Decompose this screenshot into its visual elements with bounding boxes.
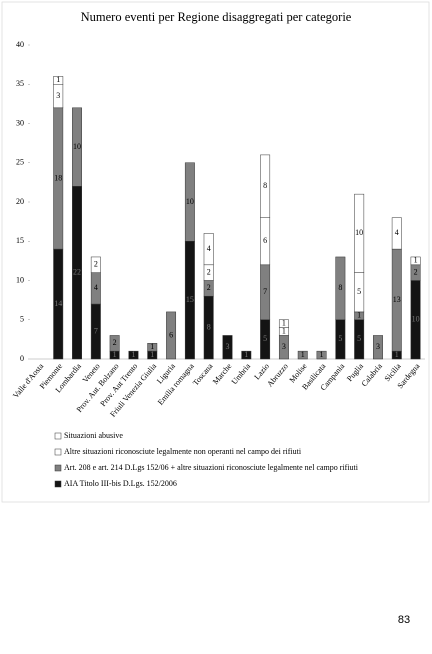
value-label: 1 bbox=[414, 256, 418, 265]
x-tick-label: Marche bbox=[211, 361, 234, 386]
value-label: 7 bbox=[263, 287, 267, 296]
bar-segment bbox=[354, 193, 365, 273]
value-label: 13 bbox=[393, 295, 401, 304]
value-label: 2 bbox=[94, 260, 98, 269]
value-label: 2 bbox=[113, 338, 117, 347]
legend-swatch bbox=[54, 432, 62, 440]
value-label: 1 bbox=[113, 350, 117, 359]
legend-swatch bbox=[54, 464, 62, 472]
y-tick-label: 0 bbox=[20, 354, 24, 363]
x-tick-label: Toscana bbox=[191, 361, 215, 387]
value-label: 10 bbox=[186, 197, 194, 206]
value-label: 2 bbox=[414, 267, 418, 276]
value-label: 8 bbox=[263, 181, 267, 190]
chart-title: Numero eventi per Regione disaggregati p… bbox=[81, 10, 352, 24]
value-label: 2 bbox=[207, 267, 211, 276]
bar-segment bbox=[297, 350, 308, 360]
value-label: 5 bbox=[357, 287, 361, 296]
value-label: 18 bbox=[54, 173, 62, 182]
value-label: 4 bbox=[94, 283, 98, 292]
y-tick-label: 15 bbox=[16, 236, 24, 245]
bar-segment bbox=[184, 162, 195, 242]
y-tick-label: 20 bbox=[16, 197, 24, 206]
value-label: 2 bbox=[207, 283, 211, 292]
value-label: 1 bbox=[244, 350, 248, 359]
value-label: 1 bbox=[301, 350, 305, 359]
x-tick-label: Calabria bbox=[360, 361, 385, 388]
bar-segment bbox=[241, 350, 252, 360]
bar-segment bbox=[72, 107, 82, 187]
value-label: 5 bbox=[357, 334, 361, 343]
value-label: 15 bbox=[186, 295, 194, 304]
legend-swatch bbox=[54, 480, 62, 488]
legend-label: Altre situazioni riconosciute legalmente… bbox=[64, 447, 302, 456]
legend-label: Art. 208 e art. 214 D.Lgs 152/06 + altre… bbox=[64, 463, 359, 472]
value-label: 3 bbox=[226, 342, 230, 351]
y-tick-label: 10 bbox=[16, 275, 24, 284]
legend-label: Situazioni abusive bbox=[64, 431, 123, 440]
bar-segment bbox=[222, 335, 233, 360]
value-label: 1 bbox=[320, 350, 324, 359]
value-label: 1 bbox=[282, 319, 286, 328]
value-label: 3 bbox=[56, 91, 60, 100]
value-label: 6 bbox=[169, 330, 173, 339]
value-label: 10 bbox=[412, 315, 420, 324]
value-label: 1 bbox=[395, 350, 399, 359]
y-tick-label: 40 bbox=[16, 40, 24, 49]
value-label: 14 bbox=[54, 299, 62, 308]
y-tick-label: 35 bbox=[16, 79, 24, 88]
bar-segment bbox=[90, 256, 101, 273]
bar-segment bbox=[203, 233, 214, 266]
bar-segment bbox=[335, 256, 346, 321]
legend-label: AIA Titolo III-bis D.Lgs. 152/2006 bbox=[64, 479, 177, 488]
value-label: 4 bbox=[395, 228, 399, 237]
y-tick-label: 25 bbox=[16, 158, 24, 167]
chart-frame bbox=[1, 1, 430, 503]
bar-segment bbox=[53, 76, 64, 85]
value-label: 6 bbox=[263, 236, 267, 245]
value-label: 7 bbox=[94, 326, 98, 335]
value-label: 1 bbox=[282, 326, 286, 335]
value-label: 10 bbox=[355, 228, 363, 237]
value-label: 10 bbox=[73, 142, 81, 151]
legend-swatch bbox=[54, 448, 62, 456]
bar-segment bbox=[260, 154, 271, 218]
bar-segment bbox=[147, 343, 158, 352]
value-label: 5 bbox=[338, 334, 342, 343]
bar-segment bbox=[109, 335, 120, 352]
value-label: 1 bbox=[131, 350, 135, 359]
bar-segment bbox=[373, 335, 383, 360]
value-label: 8 bbox=[207, 322, 211, 331]
value-label: 1 bbox=[150, 342, 154, 351]
bar-segment bbox=[278, 319, 289, 328]
value-label: 4 bbox=[207, 244, 211, 253]
bar-segment bbox=[316, 350, 327, 360]
y-tick-label: 5 bbox=[20, 315, 24, 324]
value-label: 22 bbox=[73, 267, 81, 276]
y-tick-label: 30 bbox=[16, 118, 24, 127]
value-label: 1 bbox=[56, 75, 60, 84]
bar-segment bbox=[410, 256, 421, 266]
bar-segment bbox=[166, 311, 177, 360]
value-label: 1 bbox=[150, 350, 154, 359]
value-label: 1 bbox=[357, 311, 361, 320]
value-label: 5 bbox=[263, 334, 267, 343]
page-number: 83 bbox=[398, 614, 410, 626]
x-tick-label: Umbria bbox=[230, 361, 253, 386]
value-label: 3 bbox=[376, 342, 380, 351]
value-label: 3 bbox=[282, 342, 286, 351]
bar-segment bbox=[128, 350, 139, 360]
value-label: 8 bbox=[338, 283, 342, 292]
bar-segment bbox=[391, 217, 402, 250]
